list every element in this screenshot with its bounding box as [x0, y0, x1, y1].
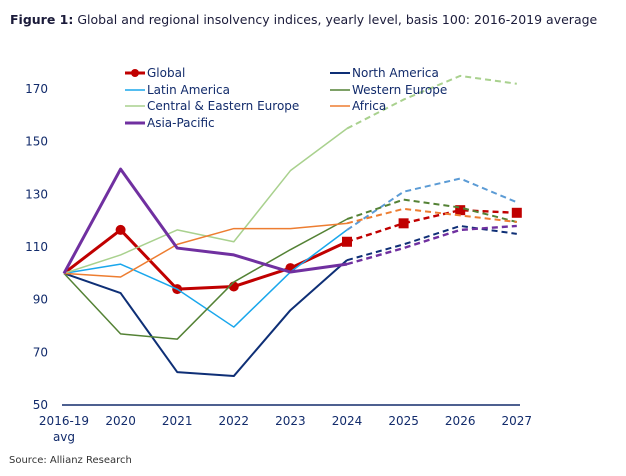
x-tick-label: 2024: [332, 414, 363, 428]
chart-title: Figure 1: Global and regional insolvency…: [10, 12, 597, 27]
series-forecast-Africa: [346, 207, 517, 225]
y-tick-label: 170: [25, 82, 48, 96]
legend-label: Latin America: [147, 83, 230, 97]
series-line-Asia-Pacific: [62, 167, 348, 275]
legend-label: Asia-Pacific: [147, 116, 215, 130]
legend-label: Global: [147, 66, 185, 80]
data-point-Global: [342, 236, 352, 247]
x-tick-label: 2025: [388, 414, 419, 428]
series-forecast-Latin America: [346, 177, 518, 231]
y-tick-label: 130: [25, 187, 48, 201]
series-line-North America: [63, 259, 348, 378]
figure-label: Figure 1:: [10, 12, 74, 27]
y-tick-label: 110: [25, 240, 48, 254]
series-forecast-Central & Eastern Europe: [346, 74, 517, 130]
legend-marker: [131, 69, 139, 77]
title-text: Global and regional insolvency indices, …: [77, 12, 598, 27]
series-line-Western Europe: [63, 218, 348, 340]
data-point-Global: [455, 205, 466, 216]
data-point-Global: [511, 207, 522, 218]
x-tick-label: 2020: [105, 414, 136, 428]
x-tick-label: 2027: [502, 414, 533, 428]
x-tick-label: 2021: [162, 414, 193, 428]
x-tick-label: 2023: [275, 414, 306, 428]
series-forecast-North America: [346, 224, 517, 262]
legend-label: North America: [352, 66, 439, 80]
y-tick-label: 150: [25, 135, 48, 149]
y-tick-label: 50: [33, 398, 48, 412]
source-note: Source: Allianz Research: [9, 455, 132, 466]
x-tick-label: 2022: [219, 414, 250, 428]
series-forecast-Western Europe: [346, 198, 518, 223]
legend-label: Western Europe: [352, 83, 447, 97]
legend-label: Africa: [352, 99, 386, 113]
series-forecast-Asia-Pacific: [346, 224, 517, 266]
data-point-Global: [398, 218, 409, 229]
x-tick-label: 2026: [445, 414, 476, 428]
series-line-Global: [63, 228, 348, 291]
y-tick-label: 90: [33, 293, 48, 307]
y-tick-label: 70: [33, 345, 48, 359]
series-line-Africa: [63, 222, 348, 278]
x-tick-label: avg: [53, 430, 75, 444]
series-line-Latin America: [63, 229, 348, 328]
legend-label: Central & Eastern Europe: [147, 99, 299, 113]
data-point-Global: [115, 224, 126, 235]
x-tick-label: 2016-19: [39, 414, 89, 428]
series-forecast-Global: [346, 208, 517, 243]
